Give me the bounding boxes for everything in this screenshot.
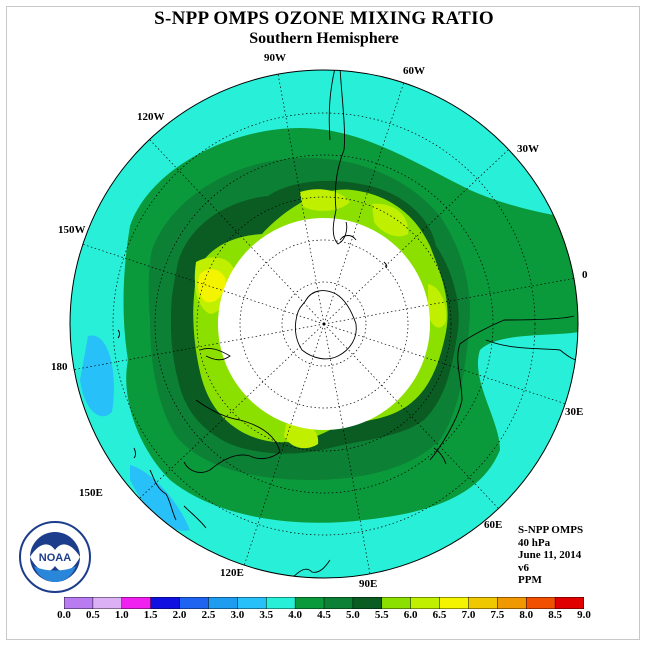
colorbar-tick-label: 2.5 [201, 609, 216, 621]
info-units: PPM [518, 574, 542, 586]
longitude-labels: 90W 60W 120W 30W 150W 0 180 30E 150E 60E… [51, 52, 588, 590]
lon-label-150e: 150E [79, 487, 103, 499]
map-subtitle: Southern Hemisphere [249, 30, 399, 47]
lon-label-60e: 60E [484, 519, 502, 531]
field-level-6-0-northeast [372, 203, 409, 237]
colorbar-tick-label: 4.0 [288, 609, 302, 621]
lon-label-90w: 90W [264, 52, 286, 64]
colorbar-swatch [381, 597, 412, 609]
lon-label-90e: 90E [359, 578, 377, 590]
plot-frame [6, 6, 640, 640]
field-level-6-0-north [300, 189, 350, 211]
colorbar-tick-label: 8.5 [548, 609, 562, 621]
colorbar-swatch [468, 597, 498, 609]
colorbar-swatch [324, 597, 354, 609]
map-boundary [69, 69, 579, 579]
colorbar-tick-label: 0.5 [86, 609, 100, 621]
field-level-6-0-south [284, 422, 319, 449]
colorbar-tick-label: 6.0 [403, 609, 418, 621]
field-low-west [80, 335, 114, 417]
coastlines [117, 70, 578, 578]
colorbar-swatch [352, 597, 383, 609]
colorbar-tick-label: 1.0 [114, 609, 129, 621]
colorbar-swatch [208, 597, 238, 609]
colorbar-swatch [555, 597, 584, 609]
info-instrument: S-NPP OMPS [518, 524, 584, 536]
colorbar-tick-label: 3.5 [259, 609, 274, 621]
lon-label-0: 0 [582, 269, 588, 281]
info-level: 40 hPa [518, 536, 551, 549]
colorbar-tick-label: 7.5 [490, 609, 505, 621]
info-date: June 11, 2014 [518, 549, 582, 561]
colorbar-swatch [121, 597, 152, 609]
colorbar-swatch [92, 597, 123, 609]
colorbar-tick-label: 4.5 [317, 609, 331, 621]
info-version: v6 [518, 561, 529, 574]
colorbar-swatch [179, 597, 209, 609]
lon-label-120e: 120E [220, 567, 244, 579]
colorbar-swatch [237, 597, 267, 609]
field-level-6-0-east [428, 284, 447, 328]
south-pole-marker [322, 322, 326, 326]
map-info-block: S-NPP OMPS 40 hPa June 11, 2014 v6 PPM [518, 524, 583, 587]
colorbar-tick-label: 8.0 [519, 609, 534, 621]
colorbar-swatch [295, 597, 325, 609]
colorbar-tick-label: 5.5 [374, 609, 389, 621]
colorbar-swatch [266, 597, 296, 609]
colorbar-swatch [526, 597, 556, 609]
colorbar-tick-label: 7.0 [461, 609, 476, 621]
colorbar-swatch [410, 597, 440, 609]
colorbar-swatch [497, 597, 527, 609]
colorbar-tick-label: 3.0 [230, 609, 245, 621]
field-low-southwest [130, 465, 190, 531]
colorbar-tick-label: 0.0 [57, 609, 71, 621]
colorbar-tick-label: 9.0 [577, 609, 591, 621]
lon-label-30w: 30W [517, 143, 539, 155]
lon-label-60w: 60W [403, 65, 425, 77]
colorbar-tick-label: 5.0 [346, 609, 360, 621]
lon-label-120w: 120W [137, 111, 165, 123]
field-level-6-5-west [198, 269, 226, 303]
colorbar-tick-label: 6.5 [432, 609, 447, 621]
noaa-logo-text: NOAA [39, 552, 71, 564]
colorbar-swatch [64, 597, 94, 609]
colorbar-labels: 0.0 0.5 1.0 1.5 2.0 2.5 3.0 3.5 4.0 4.5 5.0 5.5 6.0 6… [0, 609, 648, 623]
colorbar [64, 597, 584, 609]
colorbar-tick-label: 2.0 [172, 609, 187, 621]
colorbar-swatch [150, 597, 180, 609]
colorbar-tick-label: 1.5 [143, 609, 158, 621]
lon-label-150w: 150W [58, 224, 86, 236]
lon-label-30e: 30E [565, 406, 583, 418]
colorbar-swatch [439, 597, 469, 609]
lon-label-180: 180 [51, 361, 68, 373]
graticule [71, 73, 577, 575]
map-title: S-NPP OMPS OZONE MIXING RATIO [154, 8, 494, 29]
noaa-logo-icon: NOAA [19, 521, 91, 593]
